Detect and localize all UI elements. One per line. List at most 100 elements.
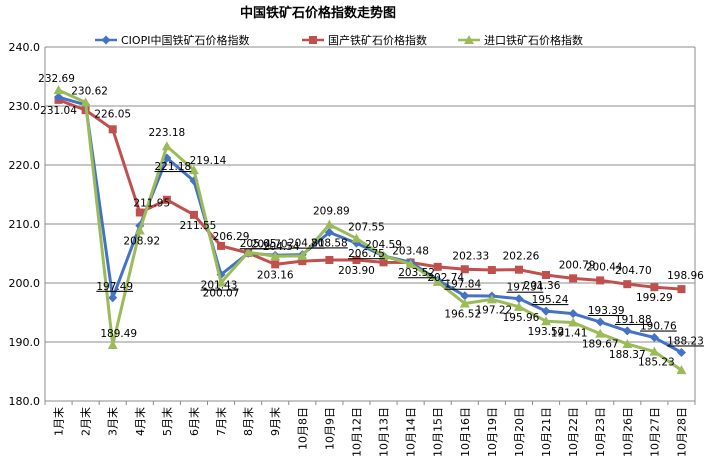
data-point [188, 165, 199, 175]
legend-label: CIOPI中国铁矿石价格指数 [121, 33, 249, 47]
data-label: 208.92 [123, 235, 160, 247]
data-label: 204.54 [263, 241, 300, 253]
legend-marker [101, 35, 111, 45]
data-point [432, 276, 443, 286]
chart-title: 中国铁矿石价格指数走势图 [240, 5, 396, 21]
data-label: 211.95 [133, 197, 170, 209]
data-label: 205.05 [240, 238, 277, 250]
data-point [379, 258, 388, 267]
data-point [650, 283, 659, 292]
data-point [297, 250, 308, 260]
data-label: 191.41 [551, 328, 588, 340]
x-tick-label: 10月16日 [459, 407, 472, 457]
series-line [57, 88, 683, 372]
x-tick-label: 7月末 [214, 407, 228, 436]
x-tick-label: 10月21日 [540, 407, 553, 457]
data-point [405, 259, 416, 269]
data-label: 204.59 [365, 239, 402, 251]
data-label: 201.43 [201, 280, 238, 292]
data-label: 193.52 [528, 326, 565, 338]
data-label: 198.96 [667, 270, 704, 282]
data-label: 191.88 [615, 314, 652, 326]
data-point [514, 265, 523, 274]
x-tick-label: 10月9日 [323, 407, 336, 450]
y-tick-label: 180.0 [9, 395, 41, 408]
x-tick-label: 10月26日 [621, 407, 634, 457]
x-tick-label: 10月20日 [513, 407, 526, 457]
data-point [325, 255, 334, 264]
x-tick-label: 10月27日 [648, 407, 661, 457]
x-tick-label: 6月末 [187, 407, 201, 436]
data-label: 203.52 [398, 267, 435, 279]
series-line [58, 95, 683, 354]
data-label: 188.23 [667, 335, 704, 347]
data-point [460, 265, 469, 274]
data-point [378, 250, 389, 260]
data-label: 208.58 [311, 237, 348, 249]
data-label: 200.79 [559, 259, 596, 271]
x-tick-label: 8月末 [241, 407, 255, 436]
data-point [352, 255, 361, 264]
data-point [351, 233, 362, 243]
x-tick-label: 10月23日 [594, 407, 607, 457]
data-label: 203.16 [257, 269, 294, 281]
data-point [298, 257, 307, 266]
data-label: 196.52 [444, 309, 481, 321]
x-tick-label: 10月14日 [405, 407, 418, 457]
data-point [135, 208, 144, 217]
data-point [622, 338, 633, 348]
data-label: 211.55 [180, 220, 217, 232]
x-tick-label: 1月末 [52, 407, 66, 436]
y-tick-label: 230.0 [9, 100, 41, 113]
data-label: 197.34 [507, 282, 544, 294]
data-label: 232.69 [38, 73, 75, 85]
x-tick-label: 10月19日 [486, 407, 499, 457]
data-point [108, 293, 118, 303]
series-group [53, 85, 687, 375]
y-tick-label: 220.0 [9, 159, 41, 172]
x-tick-label: 10月12日 [350, 407, 363, 457]
data-point [433, 262, 442, 271]
data-label: 231.04 [40, 105, 77, 117]
data-point [595, 317, 605, 327]
axes: 180.0 190.0 200.0 210.0 220.0 230.0 240.0 1月末 2月… [9, 41, 696, 457]
data-point [324, 219, 335, 229]
legend-label: 国产铁矿石价格指数 [328, 33, 427, 47]
data-label: 193.39 [588, 305, 625, 317]
data-label: 197.84 [444, 279, 481, 291]
data-label: 230.62 [71, 85, 108, 97]
x-tick-label: 10月8日 [296, 407, 309, 450]
data-point [677, 285, 686, 294]
data-point [487, 266, 496, 275]
data-point [134, 225, 145, 235]
data-point [542, 270, 551, 279]
data-point [460, 291, 470, 301]
data-label: 197.49 [96, 281, 133, 293]
y-tick-label: 210.0 [9, 218, 41, 231]
data-label: 188.37 [609, 349, 646, 361]
legend: CIOPI中国铁矿石价格指数 国产铁矿石价格指数 进口铁矿石价格指数 [95, 33, 583, 47]
data-point [568, 309, 578, 319]
data-point [486, 294, 497, 304]
legend-marker [464, 35, 474, 44]
data-label: 206.75 [348, 248, 385, 260]
grid [45, 46, 695, 402]
data-label: 189.49 [100, 328, 137, 340]
data-label: 219.14 [190, 155, 227, 167]
data-label: 189.67 [582, 339, 619, 351]
x-tick-label: 10月28日 [675, 407, 688, 457]
data-label: 204.70 [251, 238, 288, 250]
data-label: 200.44 [586, 261, 623, 273]
data-point [161, 141, 172, 151]
data-label: 226.05 [94, 108, 131, 120]
x-tick-label: 4月末 [133, 407, 147, 436]
data-point [541, 306, 551, 316]
data-label: 190.76 [640, 321, 677, 333]
legend-marker [309, 36, 317, 44]
data-point [541, 316, 552, 326]
x-tick-label: 9月末 [268, 407, 282, 436]
data-point [622, 326, 632, 336]
x-tick-label: 5月末 [160, 407, 174, 436]
data-label: 203.90 [338, 265, 375, 277]
